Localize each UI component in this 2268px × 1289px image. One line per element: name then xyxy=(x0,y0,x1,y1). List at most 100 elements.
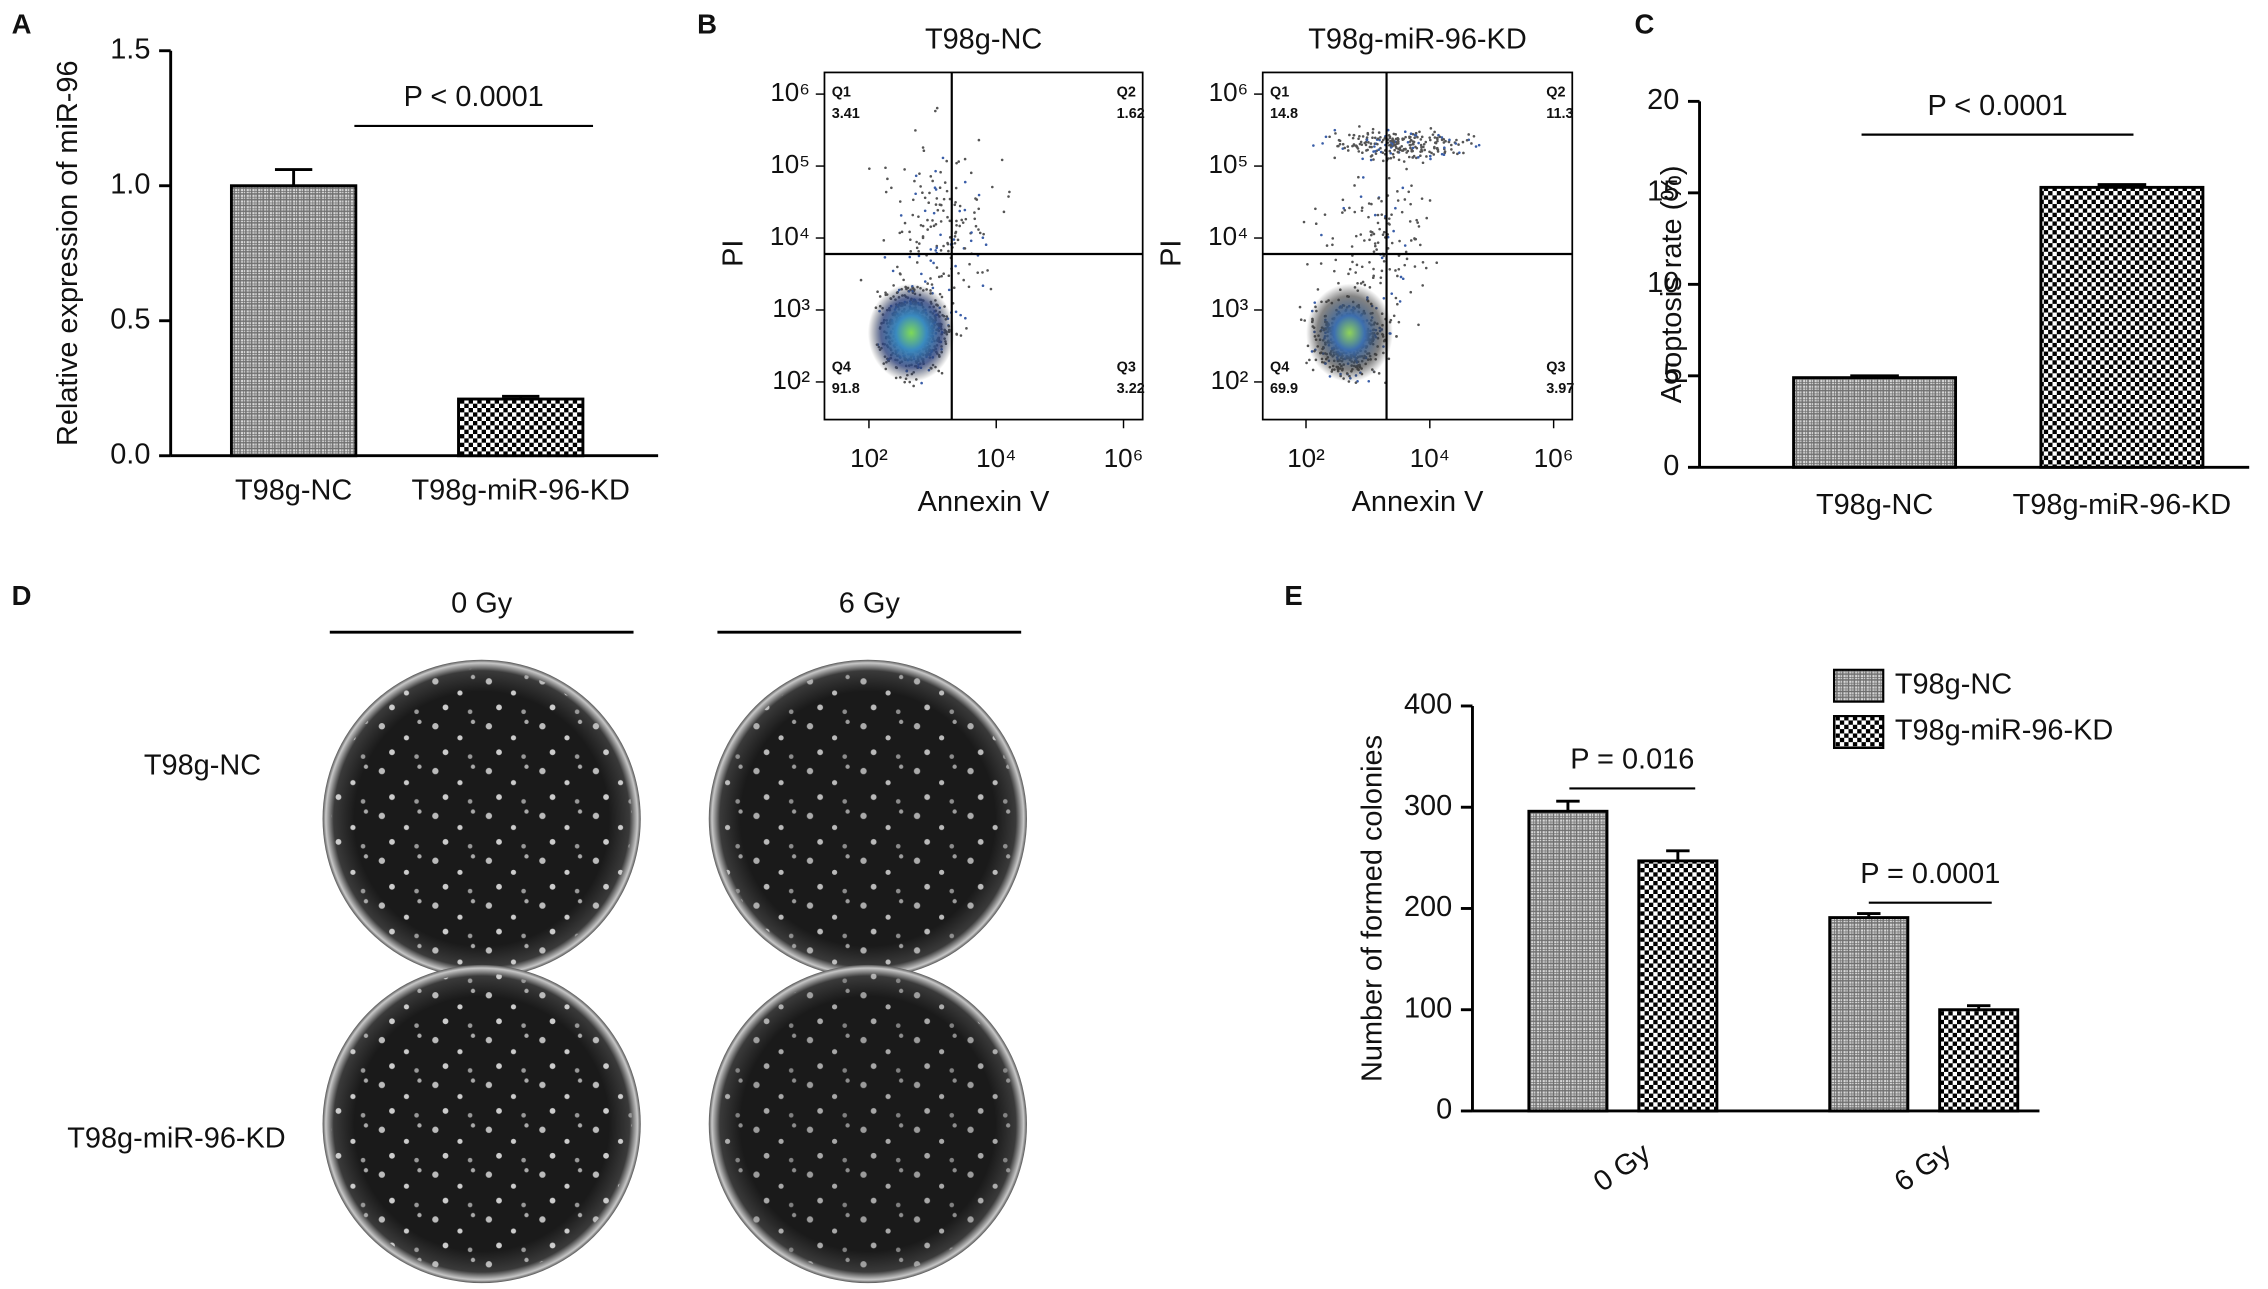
y-axis-label: Relative expression of miR-96 xyxy=(52,60,84,446)
legend-label: T98g-NC xyxy=(1895,668,2012,700)
column-label: 6 Gy xyxy=(839,587,901,619)
annotation: P = 0.0001 xyxy=(1860,858,2000,890)
row-label: T98g-miR-96-KD xyxy=(67,1123,285,1155)
x-tick-label: T98g-NC xyxy=(235,475,352,507)
dish xyxy=(322,964,641,1284)
quadrant-value: 11.3 xyxy=(1546,106,1573,122)
y-tick-label: 10⁵ xyxy=(770,149,810,179)
quadrant-name: Q4 xyxy=(1270,359,1289,375)
quadrant-value: 3.41 xyxy=(832,106,860,122)
y-axis-label: PI xyxy=(1156,240,1188,267)
bar xyxy=(1828,916,1910,1113)
error-bar xyxy=(274,168,313,186)
dish xyxy=(322,659,641,978)
x-tick-label: 10⁴ xyxy=(976,443,1016,473)
error-bar xyxy=(1850,374,1899,378)
y-tick-label: 10⁶ xyxy=(1209,77,1249,107)
quadrant-value: 3.22 xyxy=(1117,381,1145,397)
dish xyxy=(708,659,1027,978)
y-tick-label: 10⁶ xyxy=(770,77,810,107)
density-core xyxy=(1306,283,1393,382)
error-bar xyxy=(502,394,540,400)
panel-letter: B xyxy=(697,8,717,39)
x-tick-label: 10² xyxy=(850,443,888,473)
dish xyxy=(708,964,1027,1284)
legend-label: T98g-miR-96-KD xyxy=(1895,715,2113,747)
y-tick-label: 10⁵ xyxy=(1209,149,1249,179)
quadrant-name: Q1 xyxy=(832,85,851,101)
y-tick-label: 10² xyxy=(772,365,810,395)
row-label: T98g-NC xyxy=(144,749,261,781)
plot-frame xyxy=(1261,71,1574,421)
y-tick-label: 1.5 xyxy=(110,33,150,65)
x-tick-label: 10⁶ xyxy=(1534,443,1574,473)
panel-letter: E xyxy=(1284,580,1302,611)
plot-title: T98g-miR-96-KD xyxy=(1308,23,1526,55)
y-tick-label: 5 xyxy=(1663,358,1679,390)
legend-swatch xyxy=(1832,668,1885,703)
panel-d: D 0 Gy 6 Gy T98g-NC T98g-miR-96-KD xyxy=(12,580,1027,1284)
panel-letter: C xyxy=(1634,8,1654,39)
quadrant-name: Q2 xyxy=(1117,85,1136,101)
y-tick-label: 0.0 xyxy=(110,438,150,470)
panel-letter: A xyxy=(12,8,32,39)
y-tick-label: 400 xyxy=(1404,689,1452,721)
y-tick-label: 0.5 xyxy=(110,303,150,335)
quadrant-name: Q3 xyxy=(1117,359,1136,375)
y-tick-label: 10³ xyxy=(772,293,810,323)
y-tick-label: 10² xyxy=(1211,365,1249,395)
quadrant-name: Q2 xyxy=(1546,85,1565,101)
quadrant-value: 1.62 xyxy=(1117,106,1145,122)
error-bar xyxy=(1556,799,1580,812)
x-tick-label: 10⁴ xyxy=(1410,443,1450,473)
bar xyxy=(1637,859,1719,1113)
error-bar xyxy=(1666,849,1690,861)
y-tick-label: 100 xyxy=(1404,992,1452,1024)
annotation: P < 0.0001 xyxy=(1927,90,2067,122)
quadrant-name: Q3 xyxy=(1546,359,1565,375)
bar xyxy=(1527,809,1609,1113)
plot-title: T98g-NC xyxy=(925,23,1042,55)
plot-frame xyxy=(823,71,1144,421)
column-label: 0 Gy xyxy=(451,587,513,619)
error-bar xyxy=(1966,1004,1991,1010)
quadrant-name: Q1 xyxy=(1270,85,1289,101)
y-tick-label: 10⁴ xyxy=(1208,221,1248,251)
x-tick-label: T98g-miR-96-KD xyxy=(2013,489,2231,521)
bar xyxy=(2039,185,2205,469)
x-tick-label: 10² xyxy=(1287,443,1325,473)
x-tick-label: 0 Gy xyxy=(1588,1137,1657,1199)
x-tick-label: 6 Gy xyxy=(1889,1137,1958,1199)
x-axis-label: Annexin V xyxy=(918,486,1050,518)
error-bar xyxy=(1857,912,1881,918)
y-tick-label: 1.0 xyxy=(110,168,150,200)
quadrant-value: 69.9 xyxy=(1270,381,1298,397)
annotation: P = 0.016 xyxy=(1570,744,1694,776)
y-axis-label: Apoptosis rate (%) xyxy=(1656,165,1688,403)
quadrant-value: 3.97 xyxy=(1546,381,1574,397)
bar xyxy=(1792,376,1958,469)
quadrant-value: 14.8 xyxy=(1270,106,1298,122)
error-bar xyxy=(2097,183,2147,188)
y-axis-label: PI xyxy=(717,240,749,267)
density-core xyxy=(867,283,955,382)
y-tick-label: 10 xyxy=(1647,267,1679,299)
y-tick-label: 20 xyxy=(1647,84,1679,116)
quadrant-name: Q4 xyxy=(832,359,851,375)
y-tick-label: 0 xyxy=(1663,450,1679,482)
bar xyxy=(457,397,585,458)
annotation: P < 0.0001 xyxy=(404,81,544,113)
x-tick-label: T98g-NC xyxy=(1816,489,1933,521)
x-tick-label: 10⁶ xyxy=(1104,443,1144,473)
y-axis-label: Number of formed colonies xyxy=(1357,735,1389,1082)
bar xyxy=(229,184,358,458)
bar xyxy=(1938,1008,2020,1113)
y-tick-label: 15 xyxy=(1647,175,1679,207)
y-tick-label: 10⁴ xyxy=(770,221,810,251)
panel-letter: D xyxy=(12,580,32,611)
y-tick-label: 10³ xyxy=(1211,293,1249,323)
legend-swatch xyxy=(1832,715,1885,750)
x-axis-label: Annexin V xyxy=(1352,486,1484,518)
